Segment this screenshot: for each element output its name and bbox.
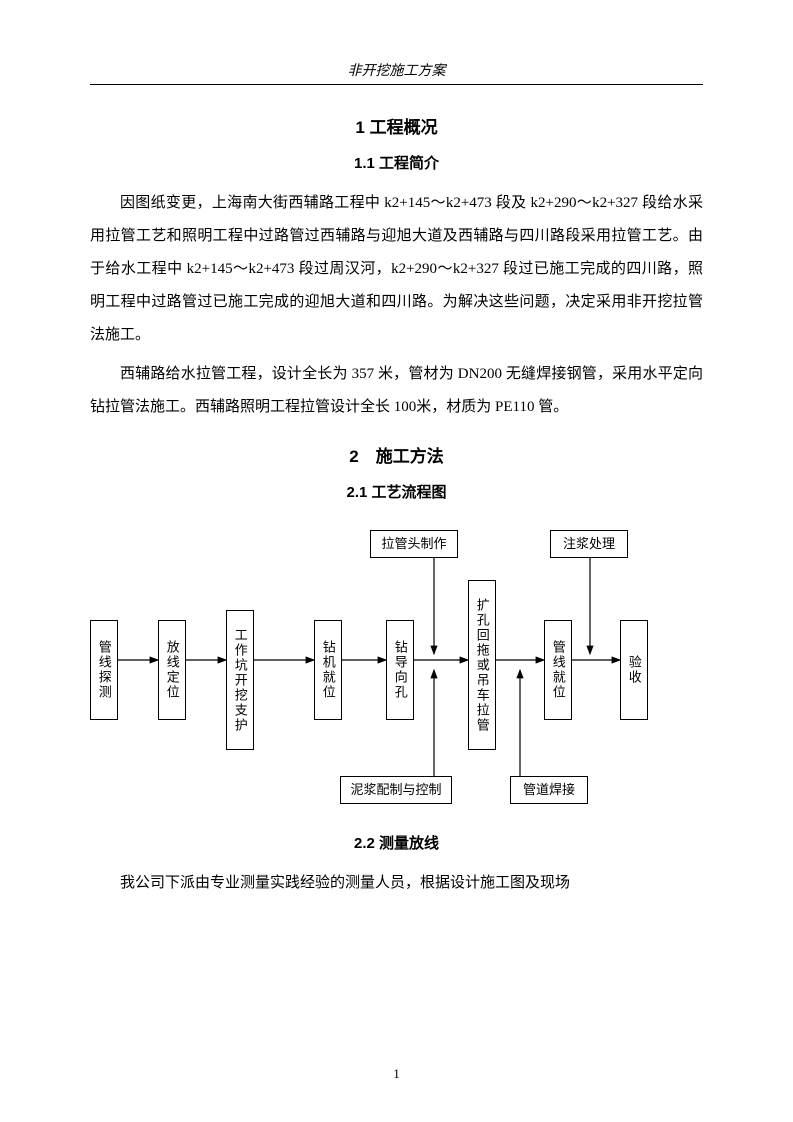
flowchart-node-n8: 验收: [620, 620, 648, 720]
flowchart-node-t1: 拉管头制作: [370, 530, 458, 558]
page-number: 1: [0, 1066, 793, 1082]
flowchart-node-n6: 扩孔回拖或吊车拉管: [468, 580, 496, 750]
section-2-title: 2 施工方法: [90, 442, 703, 467]
flowchart-node-n1: 管线探测: [90, 620, 118, 720]
paragraph-2: 西辅路给水拉管工程，设计全长为 357 米，管材为 DN200 无缝焊接钢管，采…: [90, 358, 703, 424]
flowchart-node-n5: 钻导向孔: [386, 620, 414, 720]
flowchart-node-b1: 泥浆配制与控制: [340, 776, 452, 804]
section-1-1-title: 1.1 工程简介: [90, 152, 703, 173]
flowchart-node-n3: 工作坑开挖支护: [226, 610, 254, 750]
flowchart-node-t2: 注浆处理: [550, 530, 628, 558]
section-2-2-title: 2.2 测量放线: [90, 832, 703, 853]
header-rule: [90, 84, 703, 85]
flowchart-node-b2: 管道焊接: [510, 776, 588, 804]
paragraph-3: 我公司下派由专业测量实践经验的测量人员，根据设计施工图及现场: [90, 867, 703, 900]
flowchart-node-n7: 管线就位: [544, 620, 572, 720]
process-flowchart: 管线探测 放线定位 工作坑开挖支护 钻机就位 钻导向孔 扩孔回拖或吊车拉管 管线就位 验收 拉管…: [90, 520, 703, 810]
section-2-1-title: 2.1 工艺流程图: [90, 481, 703, 502]
paragraph-1: 因图纸变更，上海南大街西辅路工程中 k2+145～k2+473 段及 k2+29…: [90, 187, 703, 352]
document-header-title: 非开挖施工方案: [90, 60, 703, 80]
flowchart-node-n4: 钻机就位: [314, 620, 342, 720]
flowchart-node-n2: 放线定位: [158, 620, 186, 720]
section-1-title: 1 工程概况: [90, 113, 703, 138]
